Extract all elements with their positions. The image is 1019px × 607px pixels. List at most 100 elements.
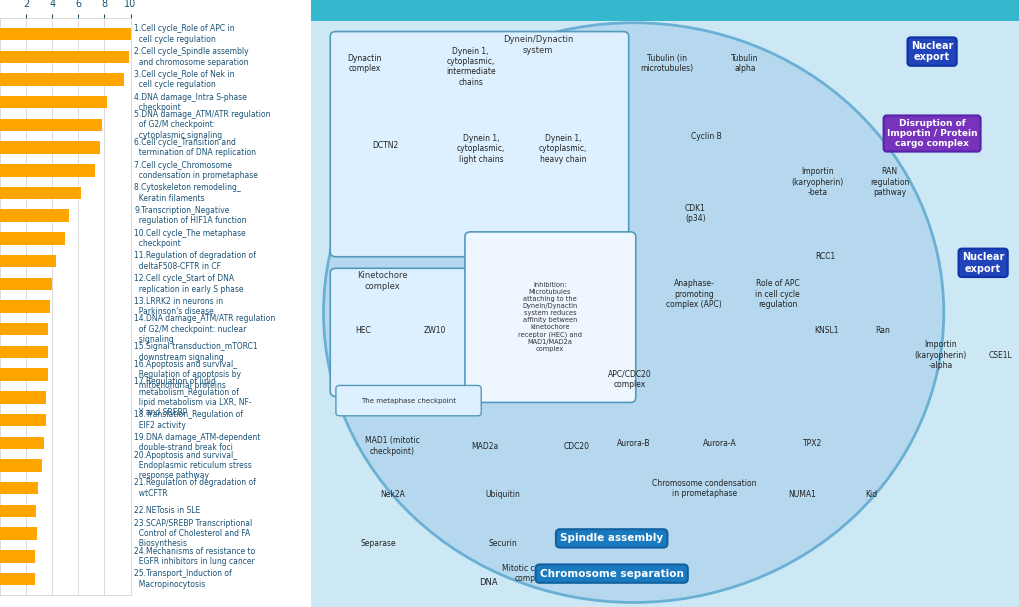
Text: 3.Cell cycle_Role of Nek in
  cell cycle regulation: 3.Cell cycle_Role of Nek in cell cycle r… xyxy=(135,70,234,89)
Bar xyxy=(0,368,48,381)
Text: Anaphase-
promoting
complex (APC): Anaphase- promoting complex (APC) xyxy=(665,279,721,310)
Text: Chromosome separation: Chromosome separation xyxy=(539,569,683,578)
Text: Chromosome condensation
in prometaphase: Chromosome condensation in prometaphase xyxy=(651,479,756,498)
Text: MAD1 (mitotic
checkpoint): MAD1 (mitotic checkpoint) xyxy=(365,436,420,456)
Text: 24.Mechanisms of resistance to
  EGFR inhibitors in lung cancer: 24.Mechanisms of resistance to EGFR inhi… xyxy=(135,546,256,566)
Text: 2.Cell cycle_Spindle assembly
  and chromosome separation: 2.Cell cycle_Spindle assembly and chromo… xyxy=(135,47,249,67)
Text: 15.Signal transduction_mTORC1
  downstream signaling: 15.Signal transduction_mTORC1 downstream… xyxy=(135,342,258,362)
Text: Kinetochore
complex: Kinetochore complex xyxy=(357,271,407,291)
Bar xyxy=(0,527,37,540)
Text: Dynein 1,
cytoplasmic,
heavy chain: Dynein 1, cytoplasmic, heavy chain xyxy=(538,134,586,164)
Text: Aurora-A: Aurora-A xyxy=(702,439,736,447)
Text: Ran: Ran xyxy=(874,327,889,335)
Text: 17.Regulation of lipid
  metabolism_Regulation of
  lipid metabolism via LXR, NF: 17.Regulation of lipid metabolism_Regula… xyxy=(135,377,252,418)
Text: Dynein 1,
cytoplasmic,
intermediate
chains: Dynein 1, cytoplasmic, intermediate chai… xyxy=(445,47,495,87)
Text: CDK1
(p34): CDK1 (p34) xyxy=(684,204,705,223)
Bar xyxy=(0,73,124,86)
Text: CDC20: CDC20 xyxy=(564,442,589,450)
Text: 20.Apoptosis and survival_
  Endoplasmic reticulum stress
  response pathway: 20.Apoptosis and survival_ Endoplasmic r… xyxy=(135,450,252,480)
Text: Role of APC
in cell cycle
regulation: Role of APC in cell cycle regulation xyxy=(754,279,799,310)
Text: Cyclin B: Cyclin B xyxy=(691,132,721,141)
Text: Dynactin
complex: Dynactin complex xyxy=(346,54,381,73)
Text: Separase: Separase xyxy=(361,539,395,548)
Text: Disruption of
Importin / Protein
cargo complex: Disruption of Importin / Protein cargo c… xyxy=(886,118,976,149)
Bar xyxy=(0,300,50,313)
Text: Spindle assembly: Spindle assembly xyxy=(559,534,662,543)
Text: NUMA1: NUMA1 xyxy=(788,490,815,499)
FancyBboxPatch shape xyxy=(465,232,635,402)
Text: 23.SCAP/SREBP Transcriptional
  Control of Cholesterol and FA
  Biosynthesis: 23.SCAP/SREBP Transcriptional Control of… xyxy=(135,518,253,549)
Text: 13.LRRK2 in neurons in
  Parkinson's disease: 13.LRRK2 in neurons in Parkinson's disea… xyxy=(135,297,223,316)
Text: 5.DNA damage_ATM/ATR regulation
  of G2/M checkpoint:
  cytoplasmic signaling: 5.DNA damage_ATM/ATR regulation of G2/M … xyxy=(135,110,271,140)
Text: 6.Cell cycle_Transition and
  termination of DNA replication: 6.Cell cycle_Transition and termination … xyxy=(135,138,256,157)
Text: Importin
(karyopherin)
-beta: Importin (karyopherin) -beta xyxy=(791,167,843,197)
Ellipse shape xyxy=(323,23,943,602)
Text: 14.DNA damage_ATM/ATR regulation
  of G2/M checkpoint: nuclear
  signaling: 14.DNA damage_ATM/ATR regulation of G2/M… xyxy=(135,314,275,344)
Text: RCC1: RCC1 xyxy=(815,252,835,260)
Text: Nek2A: Nek2A xyxy=(380,490,405,499)
Bar xyxy=(0,573,35,585)
Bar xyxy=(0,209,69,222)
Text: 25.Transport_Induction of
  Macropinocytosis: 25.Transport_Induction of Macropinocytos… xyxy=(135,569,232,589)
Bar xyxy=(0,50,128,63)
Text: Tubulin (in
microtubules): Tubulin (in microtubules) xyxy=(640,54,693,73)
Bar xyxy=(311,0,1019,21)
Text: Dynein/Dynactin
system: Dynein/Dynactin system xyxy=(502,35,573,55)
Bar xyxy=(0,346,48,358)
Text: 7.Cell cycle_Chromosome
  condensation in prometaphase: 7.Cell cycle_Chromosome condensation in … xyxy=(135,161,258,180)
Text: 18.Translation_Regulation of
  EIF2 activity: 18.Translation_Regulation of EIF2 activi… xyxy=(135,410,244,430)
Text: 22.NETosis in SLE: 22.NETosis in SLE xyxy=(135,506,201,515)
Text: 21.Regulation of degradation of
  wtCFTR: 21.Regulation of degradation of wtCFTR xyxy=(135,478,256,498)
Text: Nuclear
export: Nuclear export xyxy=(910,41,953,63)
Text: DCTN2: DCTN2 xyxy=(372,141,398,150)
Bar xyxy=(0,141,100,154)
Text: 1.Cell cycle_Role of APC in
  cell cycle regulation: 1.Cell cycle_Role of APC in cell cycle r… xyxy=(135,24,234,44)
Text: Kid: Kid xyxy=(864,490,876,499)
Text: Nuclear
export: Nuclear export xyxy=(961,252,1004,274)
Text: MAD2a: MAD2a xyxy=(471,442,498,450)
Text: Mitotic cohesin
complex: Mitotic cohesin complex xyxy=(501,564,559,583)
Bar xyxy=(0,119,102,131)
FancyBboxPatch shape xyxy=(335,385,481,416)
Text: HEC: HEC xyxy=(355,327,370,335)
Bar xyxy=(0,436,45,449)
Bar xyxy=(0,323,48,336)
FancyBboxPatch shape xyxy=(330,268,493,396)
Text: APC/CDC20
complex: APC/CDC20 complex xyxy=(607,370,651,389)
Text: Dynein 1,
cytoplasmic,
light chains: Dynein 1, cytoplasmic, light chains xyxy=(457,134,505,164)
Bar xyxy=(0,187,81,199)
Text: The metaphase checkpoint: The metaphase checkpoint xyxy=(361,398,455,404)
Text: 12.Cell cycle_Start of DNA
  replication in early S phase: 12.Cell cycle_Start of DNA replication i… xyxy=(135,274,244,294)
Text: 19.DNA damage_ATM-dependent
  double-strand break foci: 19.DNA damage_ATM-dependent double-stran… xyxy=(135,433,261,452)
Bar xyxy=(0,164,95,177)
Text: Inhibition:
Microtubules
attaching to the
Dynein/Dynactin
system reduces
affinit: Inhibition: Microtubules attaching to th… xyxy=(518,282,582,351)
Text: 16.Apoptosis and survival_
  Regulation of apoptosis by
  mitochondrial proteins: 16.Apoptosis and survival_ Regulation of… xyxy=(135,360,242,390)
Bar xyxy=(0,232,65,245)
Text: 11.Regulation of degradation of
  deltaF508-CFTR in CF: 11.Regulation of degradation of deltaF50… xyxy=(135,251,256,271)
Bar xyxy=(0,96,107,109)
Bar xyxy=(0,459,42,472)
Bar xyxy=(0,255,56,267)
FancyBboxPatch shape xyxy=(330,32,628,257)
Text: ZW10: ZW10 xyxy=(424,327,446,335)
Bar xyxy=(0,504,36,517)
Bar xyxy=(0,550,36,563)
Bar xyxy=(0,277,52,290)
Text: 10.Cell cycle_The metaphase
  checkpoint: 10.Cell cycle_The metaphase checkpoint xyxy=(135,229,246,248)
Text: TPX2: TPX2 xyxy=(803,439,821,447)
Bar xyxy=(0,28,133,40)
Text: RAN
regulation
pathway: RAN regulation pathway xyxy=(869,167,908,197)
Text: CSE1L: CSE1L xyxy=(988,351,1012,359)
Text: 8.Cytoskeleton remodeling_
  Keratin filaments: 8.Cytoskeleton remodeling_ Keratin filam… xyxy=(135,183,240,203)
Bar xyxy=(0,482,38,494)
Text: Securin: Securin xyxy=(488,539,517,548)
Text: KNSL1: KNSL1 xyxy=(813,327,838,335)
Text: 9.Transcription_Negative
  regulation of HIF1A function: 9.Transcription_Negative regulation of H… xyxy=(135,206,247,225)
Bar xyxy=(0,391,46,404)
Bar xyxy=(0,414,46,426)
Text: DNA: DNA xyxy=(479,578,497,587)
Text: Aurora-B: Aurora-B xyxy=(616,439,650,447)
Text: Tubulin
alpha: Tubulin alpha xyxy=(731,54,758,73)
Text: 4.DNA damage_Intra S-phase
  checkpoint: 4.DNA damage_Intra S-phase checkpoint xyxy=(135,92,247,112)
Text: Importin
(karyopherin)
-alpha: Importin (karyopherin) -alpha xyxy=(914,340,966,370)
